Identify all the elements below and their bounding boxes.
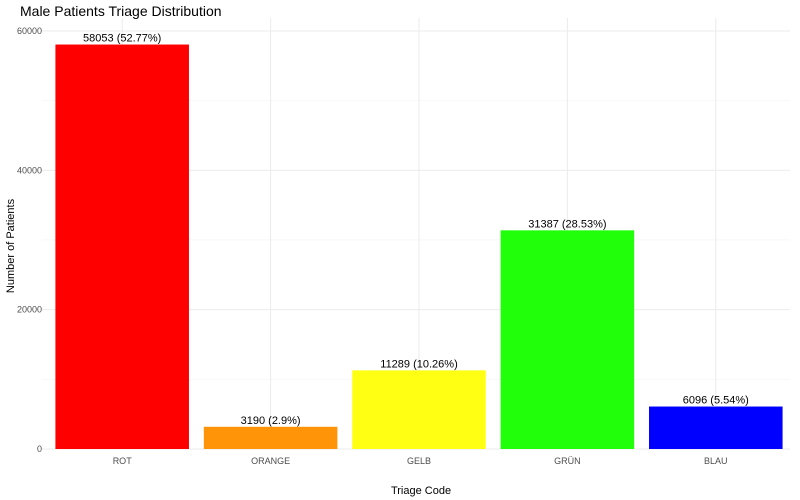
bar-orange bbox=[203, 426, 338, 449]
y-tick-label: 60000 bbox=[17, 26, 42, 36]
data-label: 31387 (28.53%) bbox=[528, 218, 606, 230]
x-tick-label: GELB bbox=[407, 456, 431, 466]
data-label: 3190 (2.9%) bbox=[241, 415, 301, 427]
x-tick-label: GRÜN bbox=[554, 456, 581, 466]
bar-grün bbox=[500, 230, 635, 449]
y-tick-label: 0 bbox=[37, 444, 42, 454]
x-tick-label: BLAU bbox=[704, 456, 728, 466]
y-tick-label: 40000 bbox=[17, 165, 42, 175]
data-label: 6096 (5.54%) bbox=[683, 395, 749, 407]
x-axis-ticks: ROT ORANGE GELB GRÜN BLAU bbox=[113, 456, 728, 466]
data-label: 58053 (52.77%) bbox=[83, 33, 161, 45]
x-tick-label: ROT bbox=[113, 456, 133, 466]
y-axis-title: Number of Patients bbox=[5, 198, 17, 293]
bars bbox=[55, 44, 783, 449]
bar-rot bbox=[55, 44, 189, 449]
x-tick-label: ORANGE bbox=[251, 456, 290, 466]
data-label: 11289 (10.26%) bbox=[380, 358, 457, 370]
bar-blau bbox=[649, 406, 783, 449]
data-labels: 58053 (52.77%) 3190 (2.9%) 11289 (10.26%) 3… bbox=[83, 33, 749, 427]
y-tick-label: 20000 bbox=[17, 305, 42, 315]
y-axis-ticks: 0 20000 40000 60000 bbox=[17, 26, 42, 454]
bar-gelb bbox=[352, 370, 486, 449]
chart-title: Male Patients Triage Distribution bbox=[20, 3, 222, 19]
x-axis-title: Triage Code bbox=[391, 485, 451, 497]
